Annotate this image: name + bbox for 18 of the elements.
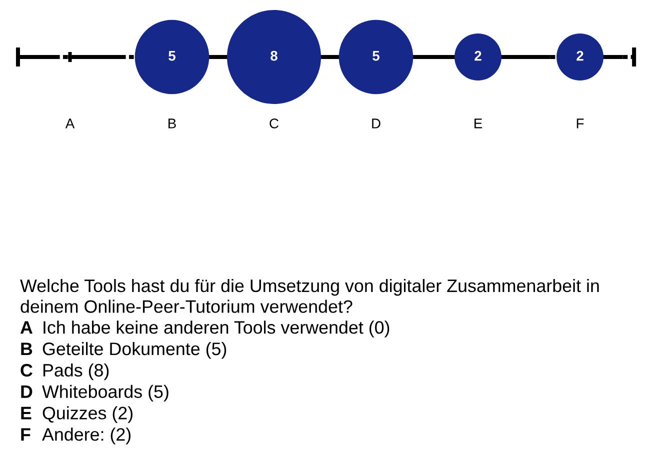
data-label: 8 xyxy=(270,50,278,61)
text: A Ich habe keine anderen Tools verwendet (0) xyxy=(20,320,390,338)
data-label: 2 xyxy=(474,50,482,61)
category-label: D xyxy=(372,118,380,128)
text: C Pads (8) xyxy=(20,363,109,380)
text: D Whiteboards (5) xyxy=(21,384,168,402)
category-label: B xyxy=(168,118,176,128)
data-label: 2 xyxy=(576,50,584,61)
text: B Geteilte Dokumente (5) xyxy=(21,342,226,359)
category-label: F xyxy=(576,118,584,128)
data-label: 5 xyxy=(168,51,176,61)
text: E Quizzes (2) xyxy=(21,406,132,423)
data-label: 5 xyxy=(372,51,380,61)
category-label: C xyxy=(270,118,278,128)
category-label: E xyxy=(474,118,482,128)
text: F Andere: (2) xyxy=(21,428,131,444)
category-label: A xyxy=(65,118,75,128)
text: Welche Tools hast du für die Umsetzung von digitaler Zusammenarbeit in deinem Online-Peer-Tutorium verwendet? xyxy=(20,279,599,313)
